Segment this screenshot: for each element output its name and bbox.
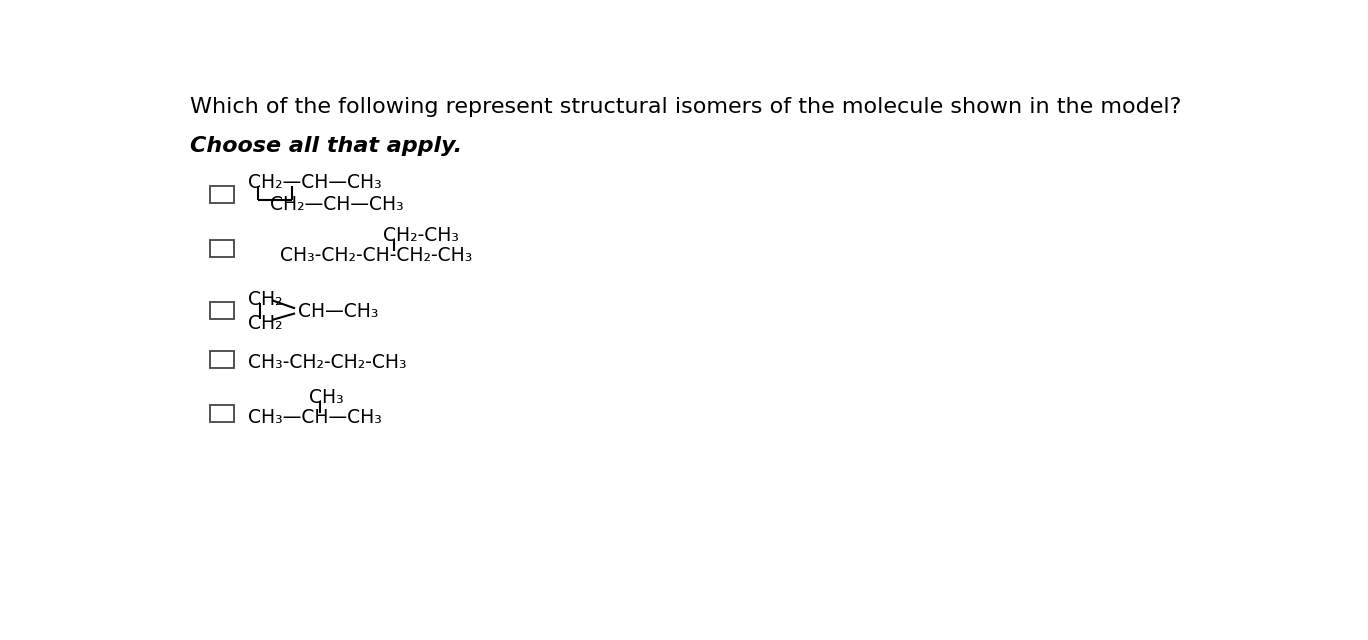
Bar	[211, 186, 234, 203]
Text: Which of the following represent structural isomers of the molecule shown in the: Which of the following represent structu…	[190, 97, 1182, 116]
Text: CH₂‑CH₃: CH₂‑CH₃	[383, 226, 460, 245]
Text: CH—CH₃: CH—CH₃	[298, 302, 379, 321]
Bar	[211, 351, 234, 368]
Text: CH₂: CH₂	[249, 290, 283, 309]
Text: CH₂: CH₂	[249, 314, 283, 333]
Text: CH₃: CH₃	[309, 388, 343, 406]
Text: CH₃—CH—CH₃: CH₃—CH—CH₃	[249, 408, 382, 428]
Text: Choose all that apply.: Choose all that apply.	[190, 136, 462, 156]
Text: CH₃‑CH₂‑CH₂‑CH₃: CH₃‑CH₂‑CH₂‑CH₃	[249, 353, 408, 372]
Text: CH₂—CH—CH₃: CH₂—CH—CH₃	[249, 173, 382, 192]
Bar	[211, 302, 234, 319]
Text: CH₃‑CH₂‑CH‑CH₂‑CH₃: CH₃‑CH₂‑CH‑CH₂‑CH₃	[280, 246, 472, 265]
Bar	[211, 241, 234, 257]
Bar	[211, 406, 234, 422]
Text: CH₂—CH—CH₃: CH₂—CH—CH₃	[269, 195, 404, 214]
